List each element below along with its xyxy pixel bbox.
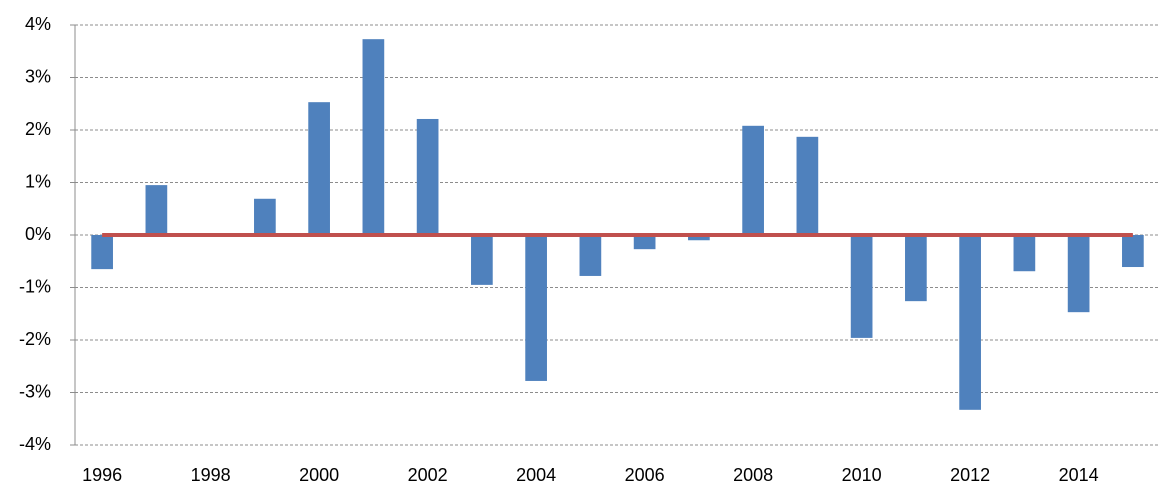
y-tick-label: 0% <box>25 224 51 244</box>
bar <box>688 235 710 241</box>
x-tick-label: 2006 <box>625 465 665 485</box>
y-tick-label: -2% <box>19 329 51 349</box>
bar <box>362 39 385 235</box>
bar <box>145 185 168 235</box>
x-tick-label: 1998 <box>191 465 231 485</box>
bar <box>905 235 927 302</box>
y-tick-label: -3% <box>19 381 51 401</box>
bar <box>633 235 656 250</box>
y-tick-label: 3% <box>25 66 51 86</box>
x-tick-label: 2008 <box>733 465 773 485</box>
bar <box>91 235 113 270</box>
x-tick-label: 2014 <box>1059 465 1099 485</box>
y-tick-label: -1% <box>19 276 51 296</box>
y-tick-label: 2% <box>25 119 51 139</box>
bar <box>254 198 276 235</box>
y-tick-label: 1% <box>25 171 51 191</box>
bar <box>1067 235 1090 313</box>
bar <box>1122 235 1144 268</box>
x-tick-label: 1996 <box>82 465 122 485</box>
x-tick-label: 2010 <box>842 465 882 485</box>
y-tick-label: -4% <box>19 434 51 454</box>
bar <box>471 235 493 285</box>
x-tick-label: 2004 <box>516 465 556 485</box>
x-tick-label: 2012 <box>950 465 990 485</box>
bar <box>1013 235 1036 272</box>
bar <box>525 235 547 381</box>
bar <box>850 235 873 338</box>
y-tick-label: 4% <box>25 14 51 34</box>
x-tick-label: 2002 <box>408 465 448 485</box>
bar <box>742 125 764 235</box>
bar <box>308 102 330 235</box>
bar <box>959 235 981 410</box>
bar <box>416 118 439 235</box>
x-tick-label: 2000 <box>299 465 339 485</box>
bar <box>796 136 819 235</box>
bar <box>579 235 602 276</box>
